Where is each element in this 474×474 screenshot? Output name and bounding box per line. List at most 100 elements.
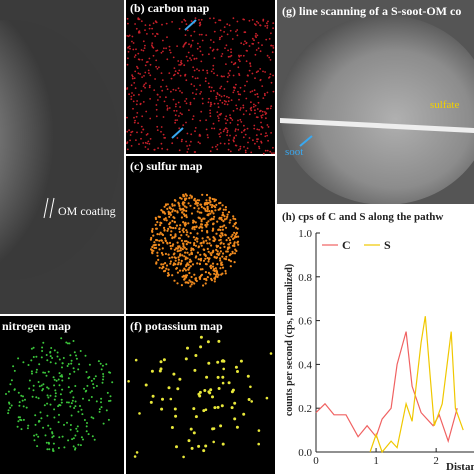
element-dot bbox=[144, 146, 147, 148]
element-dot bbox=[21, 399, 24, 402]
element-dot bbox=[200, 220, 203, 223]
element-dot bbox=[173, 407, 177, 411]
element-dot bbox=[148, 86, 151, 89]
element-dot bbox=[232, 74, 235, 77]
element-dot bbox=[269, 352, 273, 355]
element-dot bbox=[53, 416, 56, 419]
annotation: sulfate bbox=[430, 99, 459, 111]
element-dot bbox=[209, 252, 212, 255]
element-dot bbox=[37, 435, 40, 438]
element-dot bbox=[214, 238, 217, 241]
element-dot bbox=[166, 107, 169, 110]
element-dot bbox=[57, 447, 60, 449]
element-dot bbox=[126, 130, 129, 133]
element-dot bbox=[195, 57, 198, 60]
element-dot bbox=[197, 42, 199, 45]
element-dot bbox=[244, 40, 246, 43]
element-dot bbox=[161, 253, 164, 256]
element-dot bbox=[196, 251, 199, 254]
element-dot bbox=[238, 98, 240, 101]
element-dot bbox=[236, 370, 239, 373]
element-dot bbox=[63, 423, 65, 426]
element-dot bbox=[236, 240, 240, 243]
element-dot bbox=[10, 379, 13, 382]
element-dot bbox=[250, 400, 253, 403]
element-dot bbox=[160, 209, 163, 212]
element-dot bbox=[237, 149, 240, 151]
element-dot bbox=[172, 88, 175, 91]
element-dot bbox=[181, 91, 183, 94]
element-dot bbox=[187, 51, 190, 54]
element-dot bbox=[202, 241, 205, 244]
element-dot bbox=[181, 202, 184, 205]
element-dot bbox=[141, 76, 144, 78]
element-dot bbox=[149, 138, 152, 140]
element-dot bbox=[155, 21, 158, 24]
element-dot bbox=[211, 265, 215, 268]
element-dot bbox=[26, 427, 29, 430]
element-dot bbox=[203, 389, 207, 392]
element-dot bbox=[232, 63, 235, 66]
element-dot bbox=[182, 455, 185, 459]
element-dot bbox=[202, 409, 206, 413]
element-dot bbox=[185, 216, 188, 219]
element-dot bbox=[191, 75, 194, 78]
element-dot bbox=[176, 263, 180, 266]
element-dot bbox=[45, 441, 48, 444]
element-dot bbox=[75, 357, 78, 360]
element-dot bbox=[8, 402, 11, 405]
element-dot bbox=[46, 386, 49, 389]
element-dot bbox=[127, 46, 130, 49]
element-dot bbox=[132, 42, 135, 44]
element-dot bbox=[154, 20, 157, 23]
element-dot bbox=[198, 262, 201, 266]
element-dot bbox=[160, 142, 163, 145]
element-dot bbox=[157, 243, 160, 246]
element-dot bbox=[60, 374, 63, 377]
element-dot bbox=[227, 236, 230, 240]
element-dot bbox=[204, 408, 208, 412]
element-dot bbox=[174, 263, 177, 266]
element-dot bbox=[181, 242, 185, 245]
element-dot bbox=[35, 368, 38, 371]
element-dot bbox=[156, 254, 159, 257]
element-dot bbox=[234, 86, 236, 89]
element-dot bbox=[27, 364, 30, 366]
element-dot bbox=[201, 102, 204, 105]
element-dot bbox=[141, 58, 144, 61]
element-dot bbox=[183, 267, 186, 271]
element-dot bbox=[229, 253, 232, 256]
element-dot bbox=[236, 123, 239, 126]
element-dot bbox=[186, 29, 189, 32]
element-dot bbox=[218, 202, 221, 205]
element-dot bbox=[69, 428, 72, 431]
element-dot bbox=[205, 128, 208, 131]
element-dot bbox=[262, 70, 264, 73]
element-dot bbox=[253, 124, 256, 127]
element-dot bbox=[101, 364, 104, 367]
element-dot bbox=[105, 363, 108, 366]
element-dot bbox=[215, 145, 217, 148]
element-dot bbox=[213, 57, 216, 59]
element-dot bbox=[213, 215, 216, 218]
element-dot bbox=[148, 143, 151, 145]
element-dot bbox=[158, 248, 161, 251]
element-dot bbox=[264, 25, 267, 27]
element-dot bbox=[240, 42, 243, 45]
element-dot bbox=[82, 438, 84, 441]
element-dot bbox=[174, 121, 177, 124]
element-dot bbox=[212, 217, 215, 221]
element-dot bbox=[58, 413, 60, 416]
element-dot bbox=[217, 387, 221, 390]
element-dot bbox=[181, 113, 183, 116]
element-dot bbox=[185, 41, 187, 44]
element-dot bbox=[56, 355, 59, 358]
element-dot bbox=[186, 132, 189, 135]
element-dot bbox=[191, 227, 194, 230]
x-tick-label: 0 bbox=[313, 455, 319, 467]
element-dot bbox=[181, 138, 183, 141]
element-dot bbox=[53, 349, 56, 352]
element-dot bbox=[206, 256, 209, 260]
element-dot bbox=[54, 389, 57, 392]
